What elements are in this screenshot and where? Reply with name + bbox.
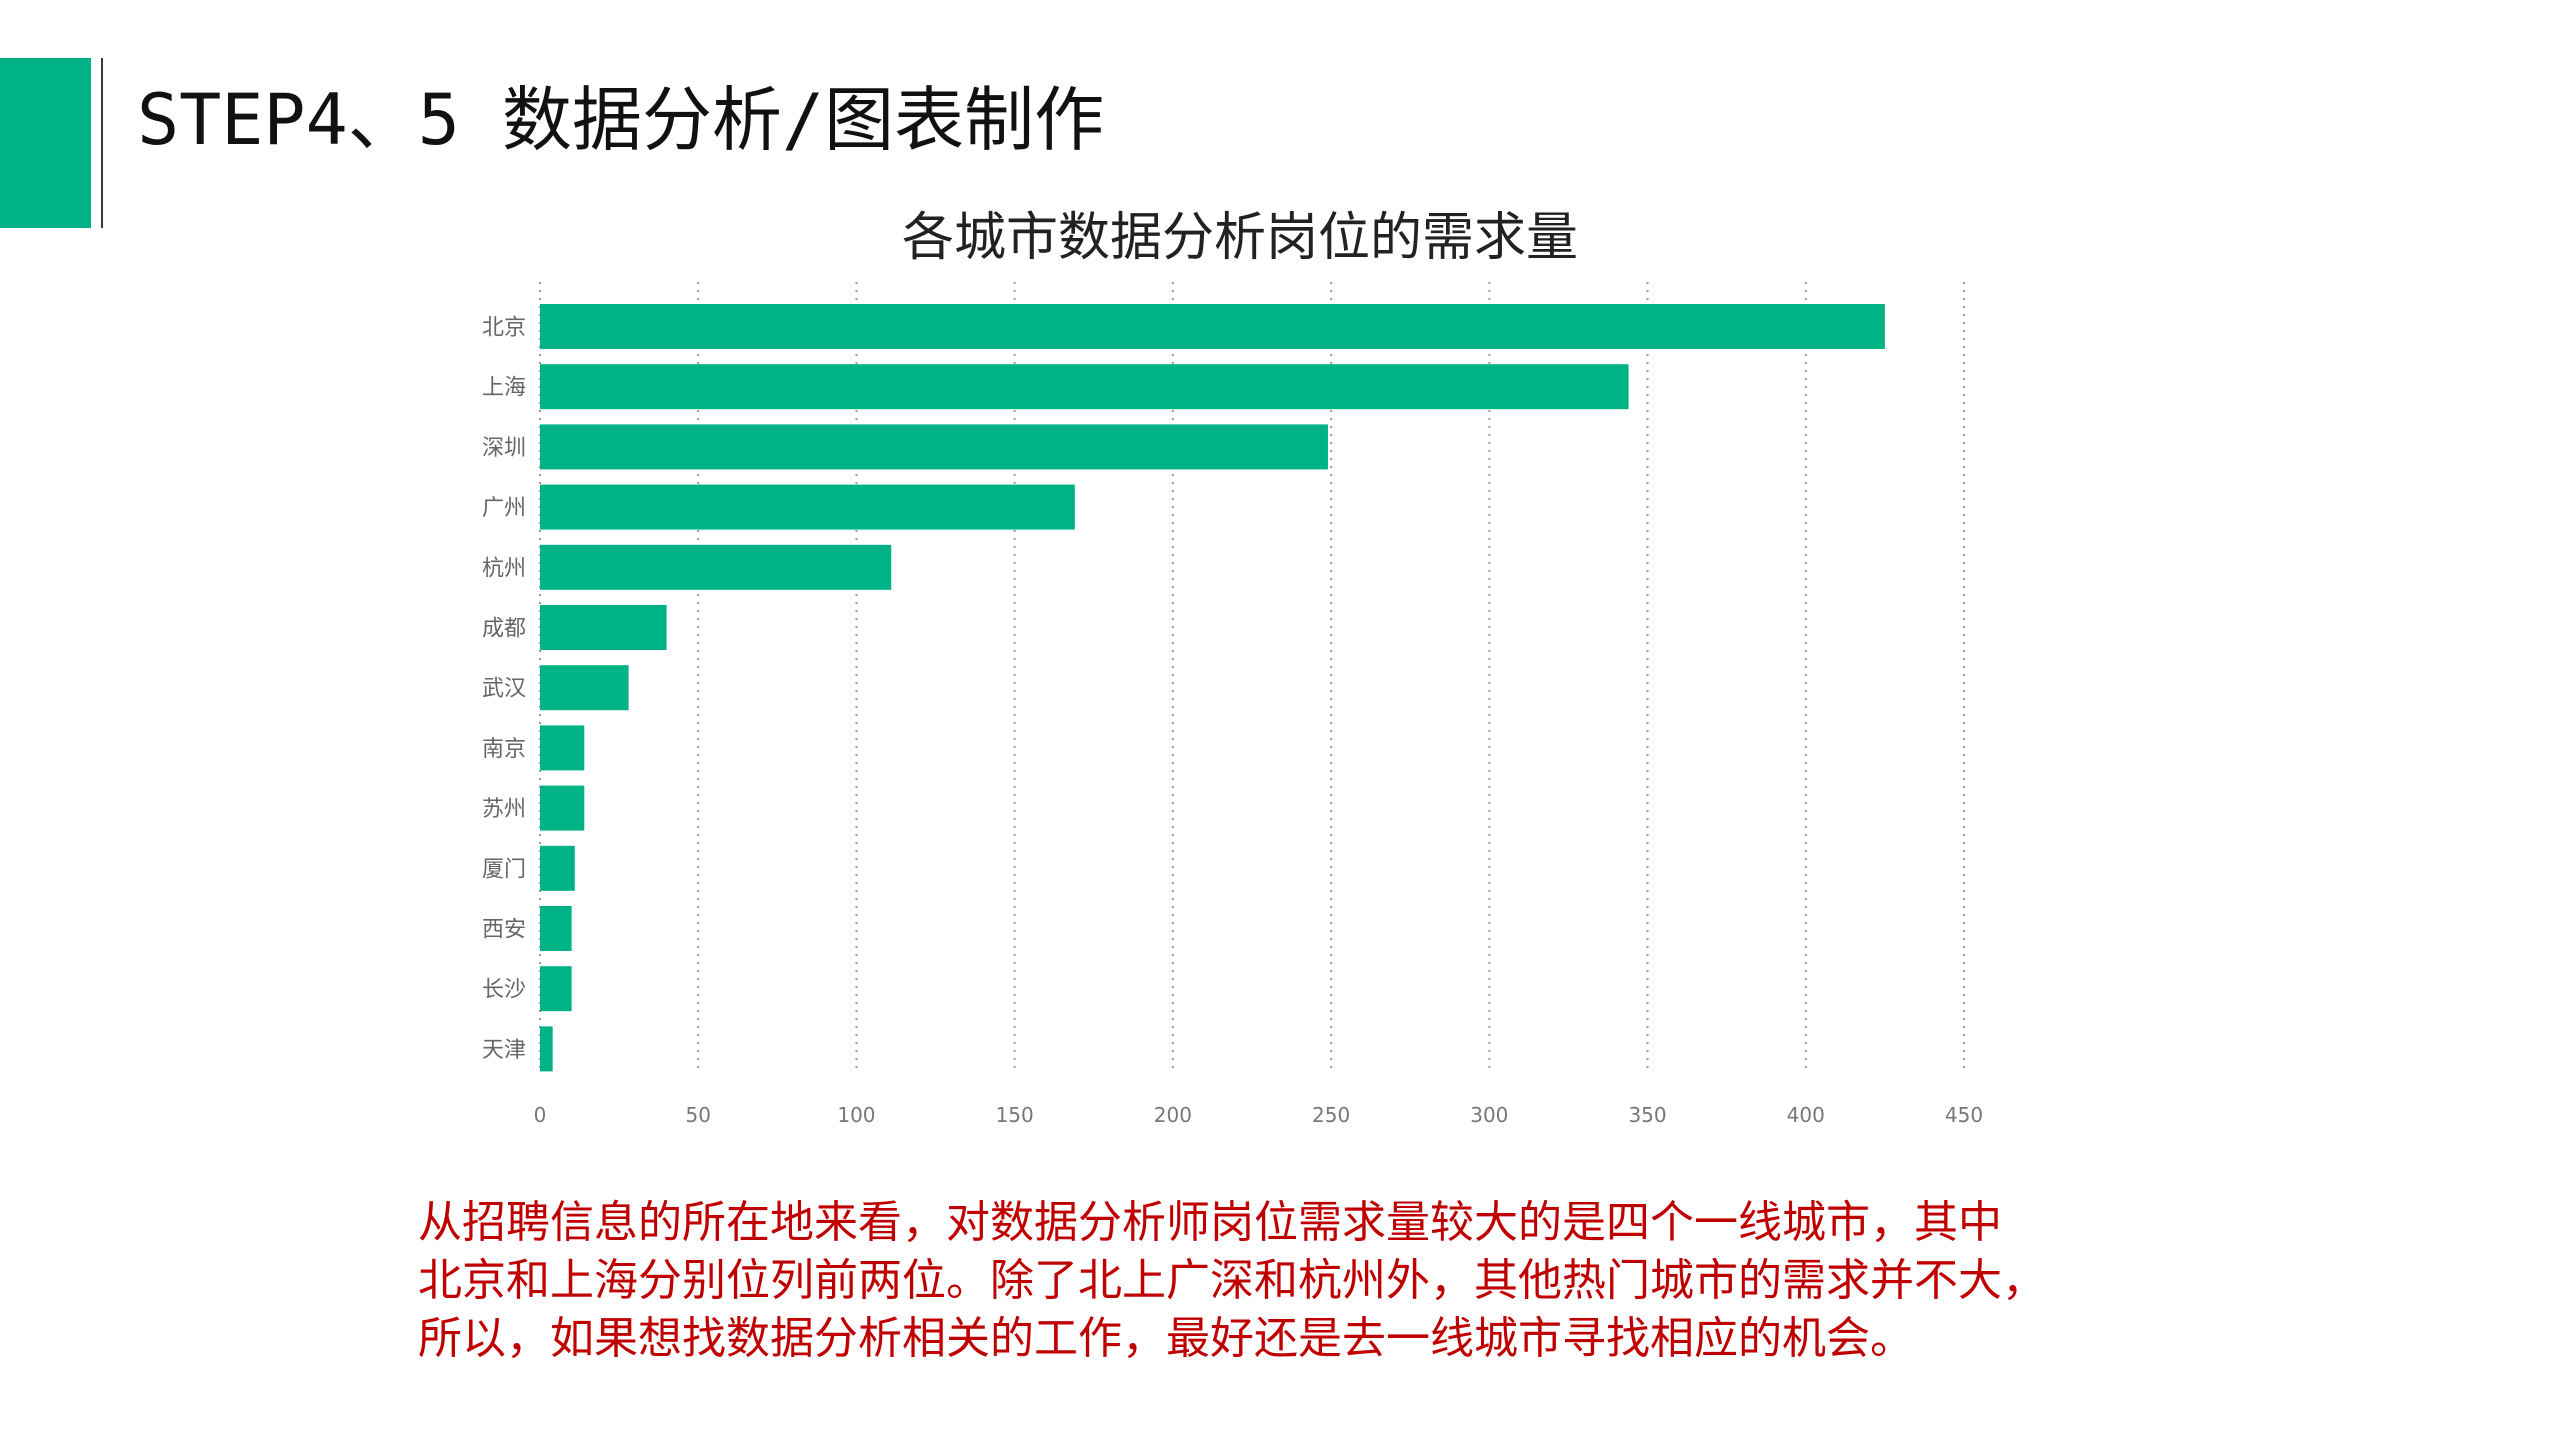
bar-12 — [540, 966, 572, 1012]
x-tick-label: 450 — [1945, 1103, 1983, 1127]
x-tick-label: 150 — [996, 1103, 1034, 1127]
x-tick-label: 350 — [1628, 1103, 1666, 1127]
page-title: STEP4、5 数据分析/图表制作 — [137, 79, 1105, 161]
x-tick-label: 100 — [837, 1103, 875, 1127]
note-line-1: 从招聘信息的所在地来看，对数据分析师岗位需求量较大的是四个一线城市，其中 — [418, 1197, 2002, 1248]
bar-13 — [540, 1026, 553, 1072]
bar-7 — [540, 665, 629, 711]
note-line-3: 所以，如果想找数据分析相关的工作，最好还是去一线城市寻找相应的机会。 — [418, 1313, 1914, 1364]
bar-3 — [540, 424, 1328, 470]
category-label: 广州 — [482, 496, 526, 521]
bar-1 — [540, 304, 1885, 349]
category-label: 苏州 — [482, 797, 526, 822]
bar-4 — [540, 484, 1075, 530]
bar-6 — [540, 605, 667, 650]
category-label: 北京 — [482, 316, 526, 341]
category-label: 上海 — [482, 376, 526, 401]
note-line-2: 北京和上海分别位列前两位。除了北上广深和杭州外，其他热门城市的需求并不大， — [418, 1255, 2046, 1306]
x-tick-label: 200 — [1154, 1103, 1192, 1127]
category-label: 成都 — [482, 617, 526, 642]
bar-2 — [540, 364, 1629, 410]
chart-title: 各城市数据分析岗位的需求量 — [901, 208, 1578, 268]
category-label: 南京 — [482, 737, 526, 762]
title-accent-divider — [101, 58, 103, 228]
category-label: 厦门 — [482, 857, 526, 882]
chart-svg: 0 50 100 150 200 250 300 350 400 450 北京上海深圳广州杭州成都武… — [482, 282, 1983, 1127]
category-label: 西安 — [482, 918, 526, 943]
x-tick-label: 250 — [1312, 1103, 1350, 1127]
bar-9 — [540, 785, 585, 831]
category-label: 杭州 — [482, 556, 526, 581]
category-label: 天津 — [482, 1038, 526, 1063]
x-tick-label: 0 — [534, 1103, 547, 1127]
x-tick-label: 50 — [685, 1103, 710, 1127]
bar-10 — [540, 845, 575, 891]
bar-11 — [540, 906, 572, 951]
category-label: 长沙 — [482, 978, 526, 1003]
bar-5 — [540, 544, 892, 590]
bar-8 — [540, 725, 585, 771]
x-tick-label: 300 — [1470, 1103, 1508, 1127]
x-tick-label: 400 — [1787, 1103, 1825, 1127]
bar-chart: 各城市数据分析岗位的需求量 0 50 100 150 200 250 300 350 400 45… — [482, 208, 1983, 1127]
category-label: 深圳 — [482, 436, 526, 461]
category-label: 武汉 — [482, 677, 526, 702]
analysis-note: 从招聘信息的所在地来看，对数据分析师岗位需求量较大的是四个一线城市，其中 北京和… — [418, 1194, 2218, 1368]
title-accent-block — [0, 58, 91, 228]
